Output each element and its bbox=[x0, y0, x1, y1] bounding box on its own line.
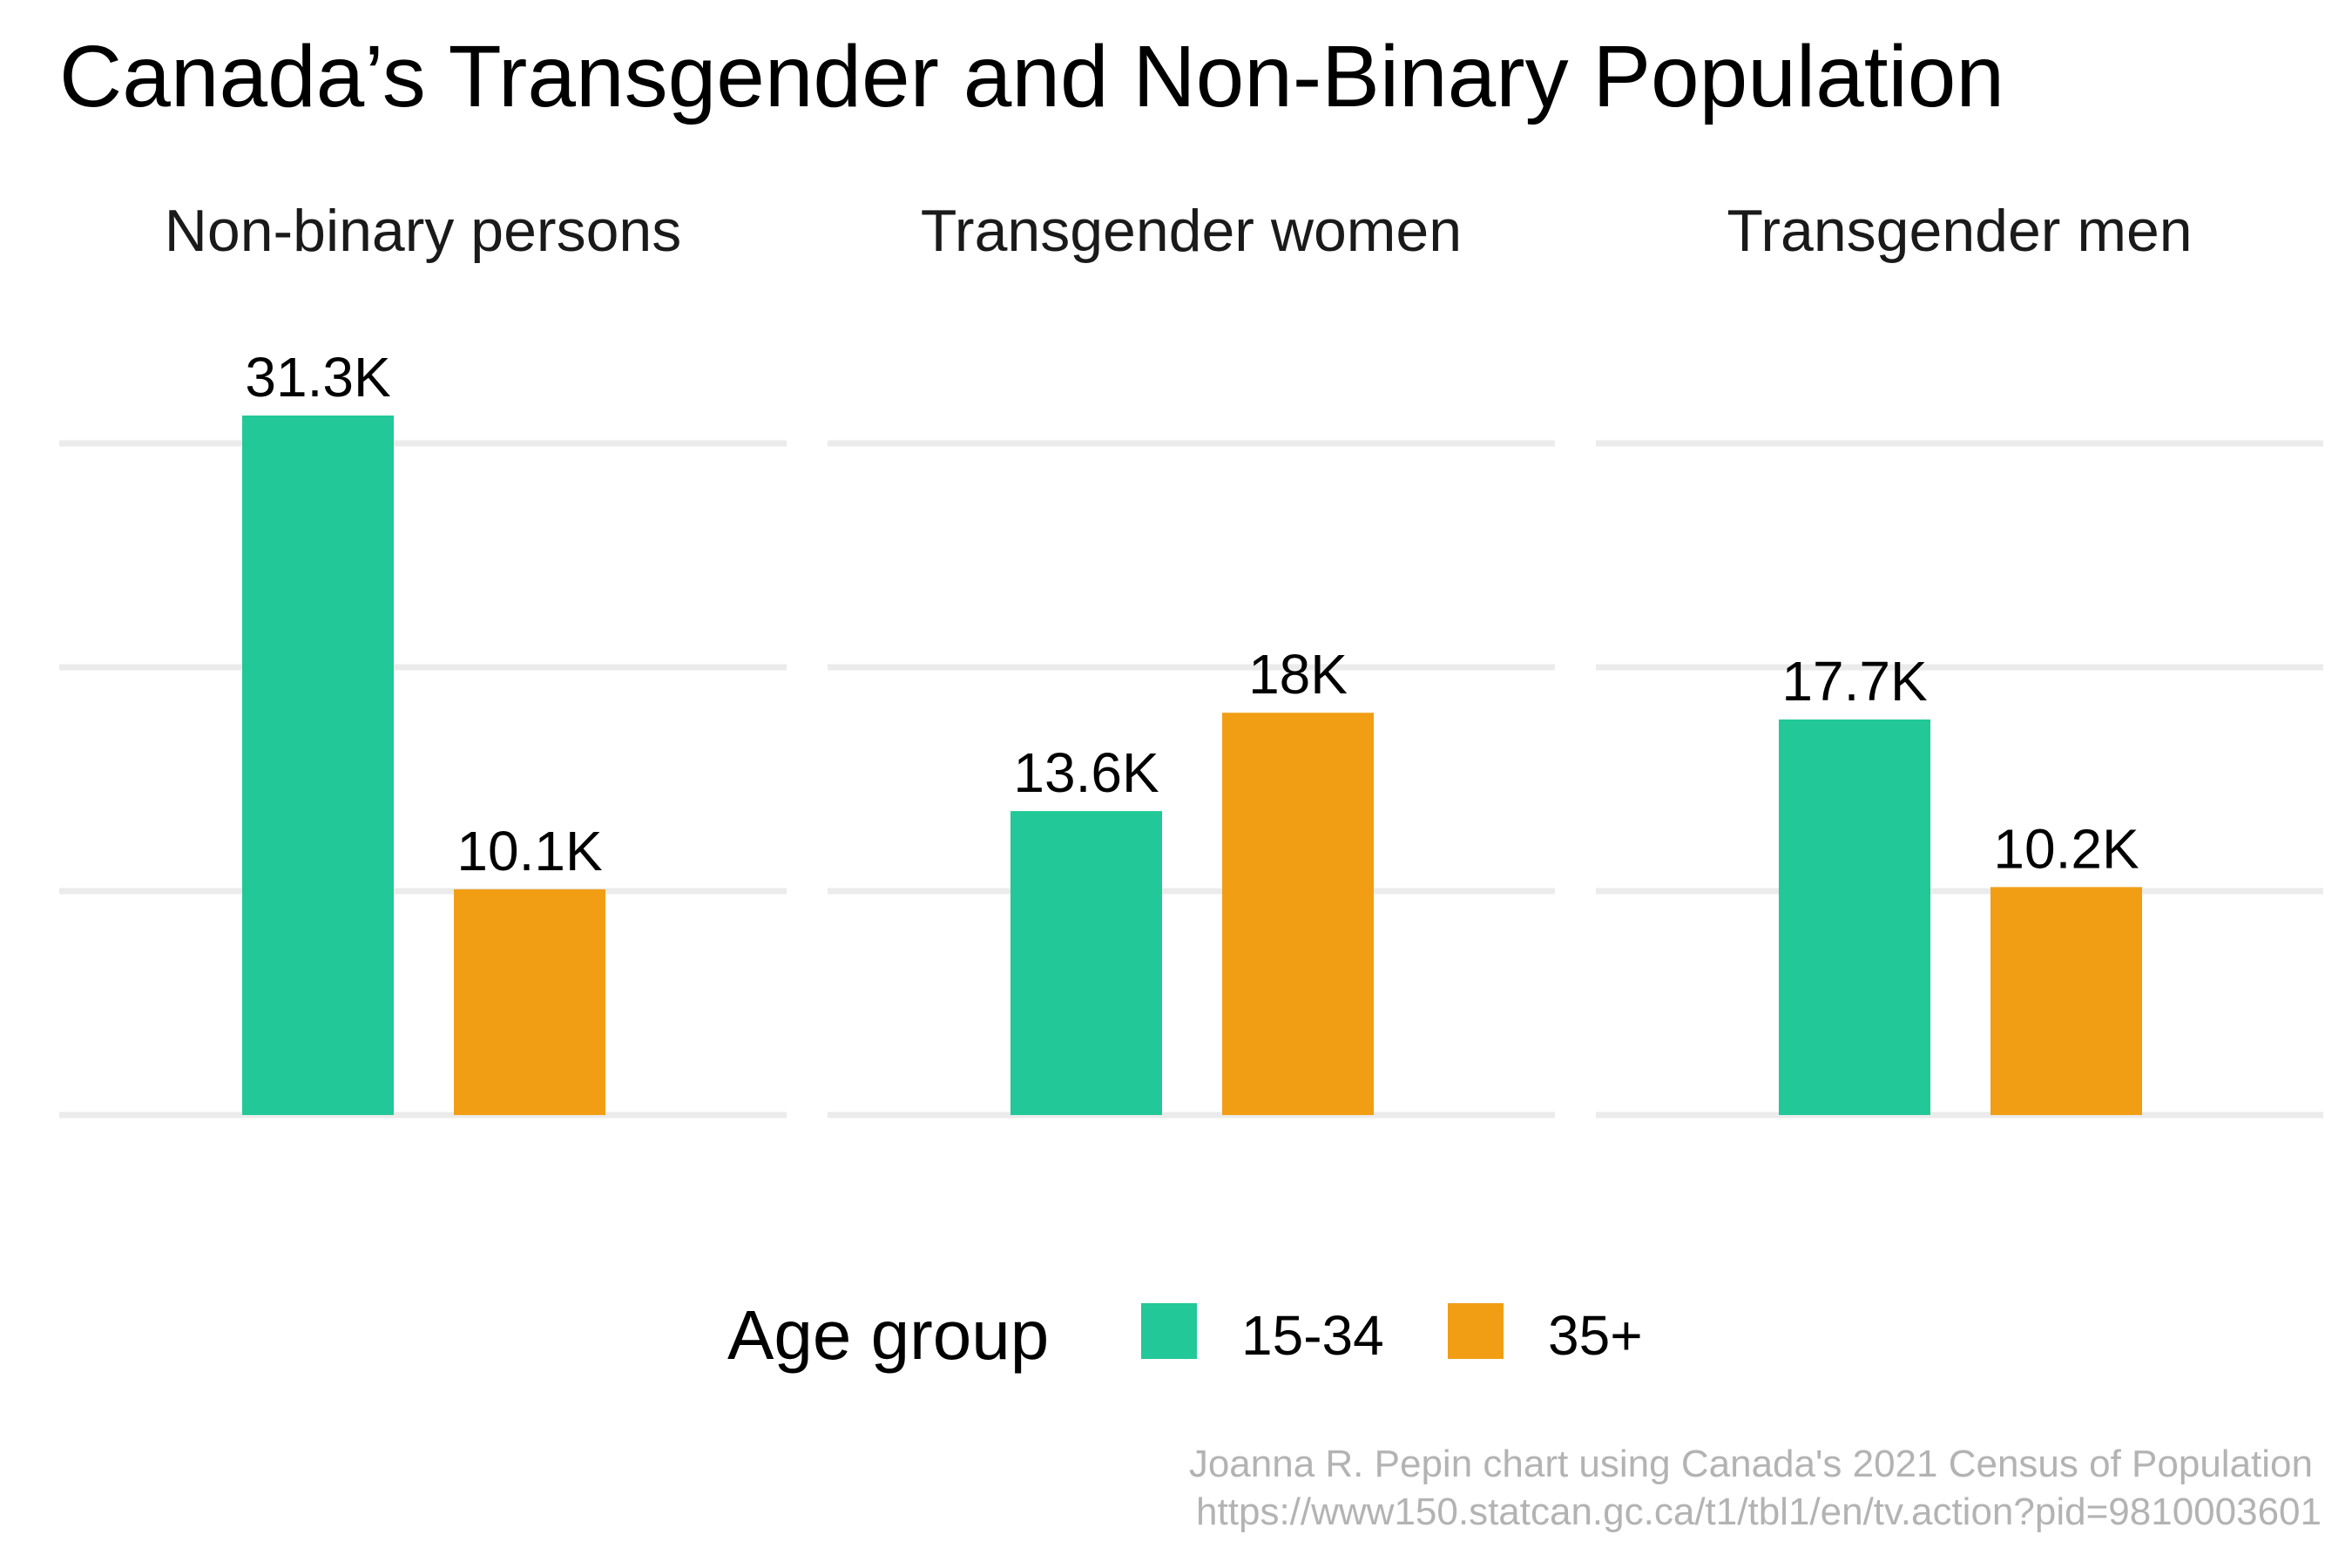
data-label: 31.3K bbox=[245, 346, 390, 409]
bar bbox=[1990, 887, 2142, 1115]
facets: Non-binary persons 31.3K 10.1K Transgender … bbox=[59, 198, 2323, 1119]
data-label: 13.6K bbox=[1013, 741, 1159, 804]
legend-title: Age group bbox=[727, 1296, 1049, 1374]
legend-label: 35+ bbox=[1548, 1304, 1643, 1367]
data-label: 18K bbox=[1248, 643, 1348, 706]
data-label: 17.7K bbox=[1781, 650, 1927, 713]
bar bbox=[1222, 713, 1374, 1115]
legend: Age group 15-34 35+ bbox=[727, 1296, 1643, 1374]
data-label: 10.1K bbox=[456, 820, 602, 882]
legend-key bbox=[1141, 1303, 1197, 1359]
facet-title: Non-binary persons bbox=[165, 198, 681, 264]
legend-key bbox=[1448, 1303, 1504, 1359]
bar bbox=[1010, 811, 1162, 1115]
data-label: 10.2K bbox=[1993, 817, 2139, 880]
caption-line-1: Joanna R. Pepin chart using Canada's 202… bbox=[1189, 1443, 2313, 1485]
chart-title: Canada’s Transgender and Non-Binary Popu… bbox=[59, 28, 2004, 125]
bar bbox=[242, 416, 394, 1115]
bar bbox=[1779, 719, 1930, 1115]
bar bbox=[454, 889, 605, 1115]
facet-title: Transgender women bbox=[921, 198, 1462, 264]
facet-title: Transgender men bbox=[1727, 198, 2192, 264]
caption-line-2: https://www150.statcan.gc.ca/t1/tbl1/en/… bbox=[1196, 1490, 2322, 1533]
legend-label: 15-34 bbox=[1241, 1304, 1384, 1367]
